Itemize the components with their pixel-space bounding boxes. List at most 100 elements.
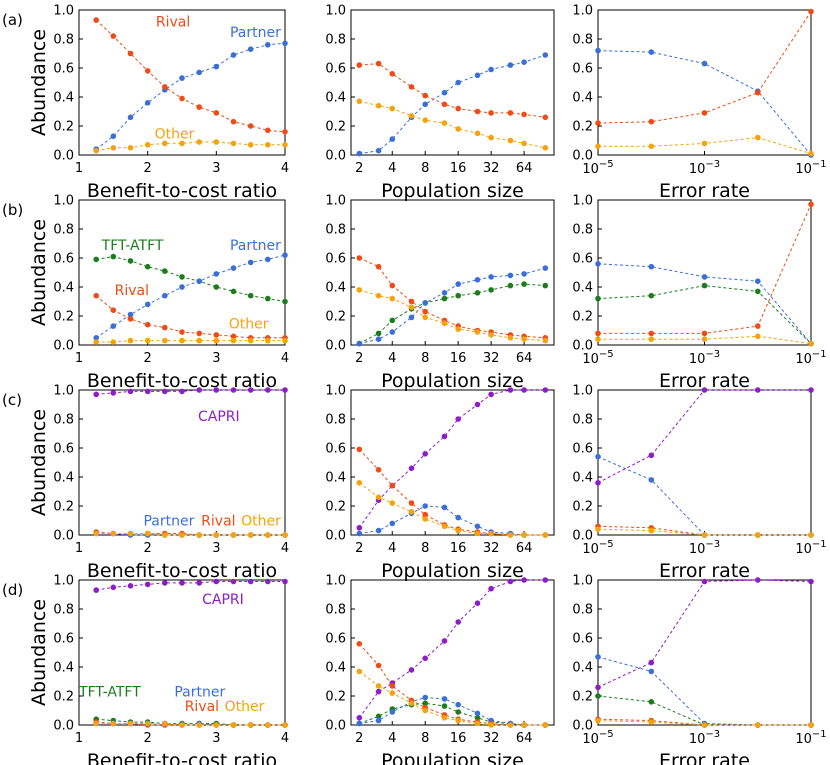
data-point-partner: [127, 114, 134, 121]
data-point-capri: [265, 578, 271, 585]
data-point-tft-atft: [521, 281, 527, 287]
data-point-partner: [265, 42, 271, 48]
data-point-other: [110, 530, 117, 537]
y-tick-label: 0.4: [572, 471, 593, 486]
data-point-rival: [110, 307, 117, 314]
data-point-other: [375, 102, 382, 109]
data-point-partner: [389, 136, 396, 142]
data-point-rival: [389, 71, 396, 77]
x-tick-label: 8: [421, 351, 429, 366]
x-tick-label: 64: [516, 541, 533, 556]
y-tick-label: 0.8: [325, 33, 346, 48]
data-point-other: [230, 532, 237, 538]
series-line-tft-atft: [597, 285, 812, 344]
x-tick-label: 2: [355, 161, 363, 176]
x-tick-label: 10−1: [795, 349, 826, 367]
data-point-capri: [196, 387, 202, 393]
data-point-other: [474, 530, 481, 537]
data-point-other: [441, 715, 448, 721]
series-annotation: Rival: [185, 699, 219, 715]
data-point-other: [422, 707, 429, 714]
data-point-capri: [196, 580, 202, 586]
data-point-other: [808, 150, 814, 157]
series-annotation: TFT-ATFT: [78, 685, 141, 701]
data-point-other: [521, 336, 527, 343]
data-point-tft-atft: [162, 268, 168, 274]
x-tick-label: 3: [212, 161, 220, 176]
x-tick-label: 10−1: [795, 539, 826, 557]
y-tick-label: 0.4: [325, 471, 346, 486]
data-point-other: [179, 532, 185, 538]
series-annotation: Rival: [156, 15, 190, 31]
y-tick-label: 0.4: [53, 281, 74, 296]
data-point-capri: [356, 525, 363, 531]
data-point-capri: [648, 659, 655, 666]
data-point-rival: [265, 127, 271, 134]
data-point-partner: [595, 654, 601, 660]
data-point-partner: [701, 60, 708, 67]
data-point-other: [93, 530, 99, 537]
data-point-rival: [648, 118, 655, 125]
data-point-partner: [441, 504, 448, 511]
y-tick-label: 0.8: [53, 413, 74, 428]
data-point-other: [648, 336, 655, 343]
data-point-other: [196, 337, 202, 344]
series-line-capri: [597, 389, 811, 484]
data-point-partner: [595, 47, 601, 54]
x-axis-label: Error rate: [659, 560, 750, 582]
data-point-other: [247, 532, 254, 538]
y-tick-label: 1.0: [325, 574, 346, 589]
data-point-partner: [408, 314, 415, 321]
y-tick-label: 0.0: [572, 719, 593, 734]
data-point-capri: [521, 387, 527, 393]
y-axis-label: Abundance: [28, 409, 50, 516]
data-point-other: [265, 142, 271, 148]
data-point-capri: [179, 580, 185, 586]
data-point-other: [389, 690, 396, 696]
y-tick-label: 0.2: [53, 500, 74, 515]
x-tick-label: 10−1: [795, 729, 826, 747]
data-point-tft-atft: [213, 284, 220, 290]
data-point-partner: [648, 668, 655, 675]
data-point-rival: [356, 446, 363, 453]
data-point-partner: [179, 284, 185, 290]
data-point-partner: [110, 133, 117, 139]
y-tick-label: 0.2: [572, 120, 593, 135]
data-point-rival: [282, 129, 288, 135]
x-tick-label: 3: [212, 731, 220, 746]
y-tick-label: 0.8: [53, 223, 74, 238]
x-tick-label: 2: [144, 731, 152, 746]
data-point-rival: [648, 330, 655, 337]
y-tick-label: 0.4: [53, 91, 74, 106]
data-point-other: [110, 339, 117, 345]
series-line-partner: [359, 696, 546, 726]
data-point-rival: [808, 201, 814, 208]
data-point-partner: [230, 52, 237, 58]
panel-b-2: 0.0 0.2 0.4 0.6 0.8 1.0 2 4 8 16 32 64 Population si…: [325, 194, 555, 392]
x-tick-label: 8: [421, 731, 429, 746]
data-point-rival: [755, 323, 761, 329]
data-point-rival: [389, 282, 396, 289]
data-point-partner: [422, 503, 429, 509]
series-line-partner: [597, 50, 812, 156]
data-point-other: [422, 314, 429, 321]
data-point-rival: [162, 324, 168, 331]
plot-frame: [350, 199, 555, 346]
data-point-other: [441, 523, 448, 530]
data-point-other: [213, 722, 220, 728]
data-point-tft-atft: [474, 715, 481, 721]
data-point-tft-atft: [595, 693, 601, 699]
data-point-tft-atft: [375, 713, 382, 720]
data-point-partner: [356, 150, 363, 157]
data-point-tft-atft: [542, 282, 549, 289]
data-point-other: [408, 113, 415, 119]
data-point-other: [521, 722, 527, 728]
data-point-partner: [356, 530, 363, 537]
data-point-capri: [408, 667, 415, 673]
data-point-rival: [110, 33, 117, 39]
data-point-capri: [542, 577, 549, 583]
y-tick-label: 1.0: [53, 574, 74, 589]
data-point-other: [196, 532, 202, 538]
y-tick-label: 0.0: [325, 149, 346, 164]
data-point-rival: [93, 292, 99, 299]
